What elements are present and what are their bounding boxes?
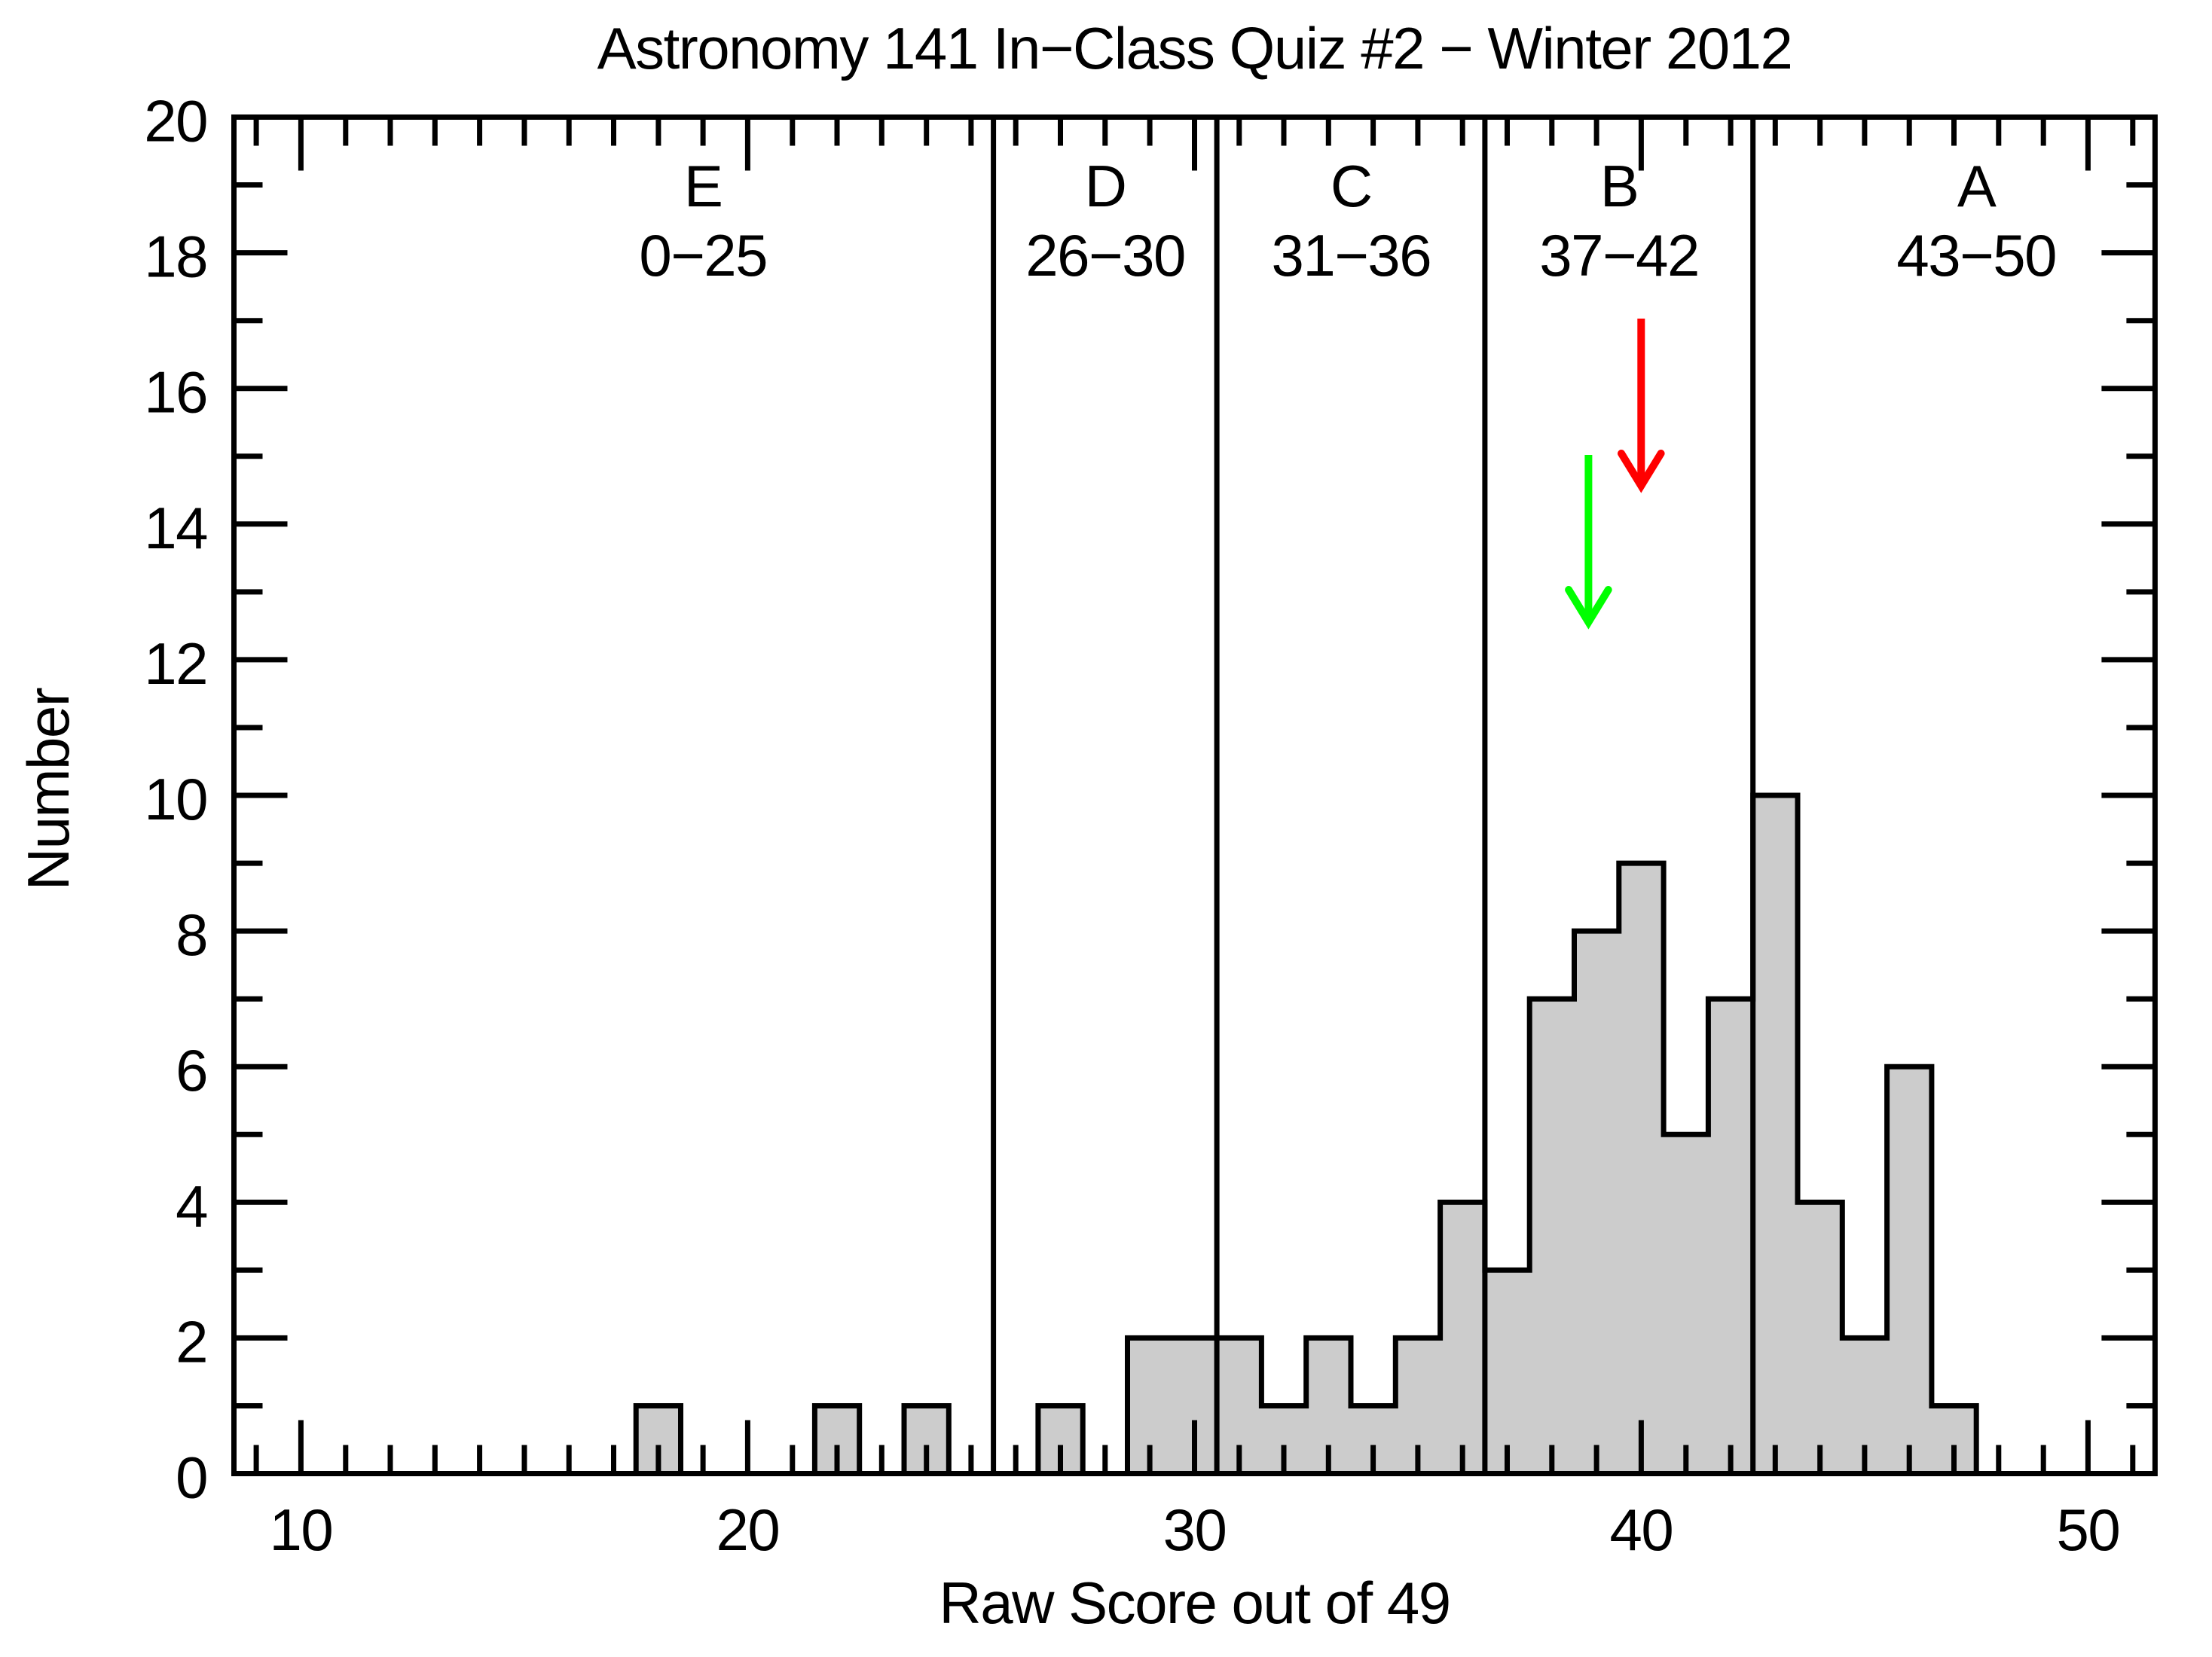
svg-text:Number: Number	[15, 688, 81, 890]
svg-text:20: 20	[716, 1497, 780, 1563]
svg-text:10: 10	[270, 1497, 333, 1563]
svg-text:31−36: 31−36	[1272, 222, 1431, 288]
svg-text:16: 16	[144, 359, 207, 426]
svg-text:B: B	[1600, 153, 1639, 219]
svg-text:2: 2	[176, 1308, 207, 1375]
svg-text:8: 8	[176, 902, 207, 968]
svg-text:20: 20	[144, 88, 207, 154]
svg-text:0−25: 0−25	[639, 222, 767, 288]
svg-text:43−50: 43−50	[1896, 222, 2056, 288]
svg-text:A: A	[1957, 153, 1997, 219]
svg-text:C: C	[1331, 153, 1372, 219]
svg-text:Raw Score out of 49: Raw Score out of 49	[939, 1570, 1450, 1636]
svg-text:40: 40	[1610, 1497, 1673, 1563]
svg-text:50: 50	[2057, 1497, 2120, 1563]
svg-text:E: E	[684, 153, 723, 219]
svg-text:10: 10	[144, 766, 207, 832]
svg-text:18: 18	[144, 224, 207, 290]
svg-text:37−42: 37−42	[1539, 222, 1699, 288]
svg-text:0: 0	[176, 1445, 207, 1511]
svg-text:D: D	[1085, 153, 1126, 219]
svg-text:26−30: 26−30	[1025, 222, 1185, 288]
svg-text:Astronomy 141 In−Class Quiz #2: Astronomy 141 In−Class Quiz #2 − Winter …	[597, 15, 1792, 81]
svg-text:30: 30	[1163, 1497, 1227, 1563]
svg-text:12: 12	[144, 630, 207, 697]
svg-text:6: 6	[176, 1037, 207, 1103]
svg-text:4: 4	[176, 1173, 207, 1239]
svg-text:14: 14	[144, 495, 207, 561]
